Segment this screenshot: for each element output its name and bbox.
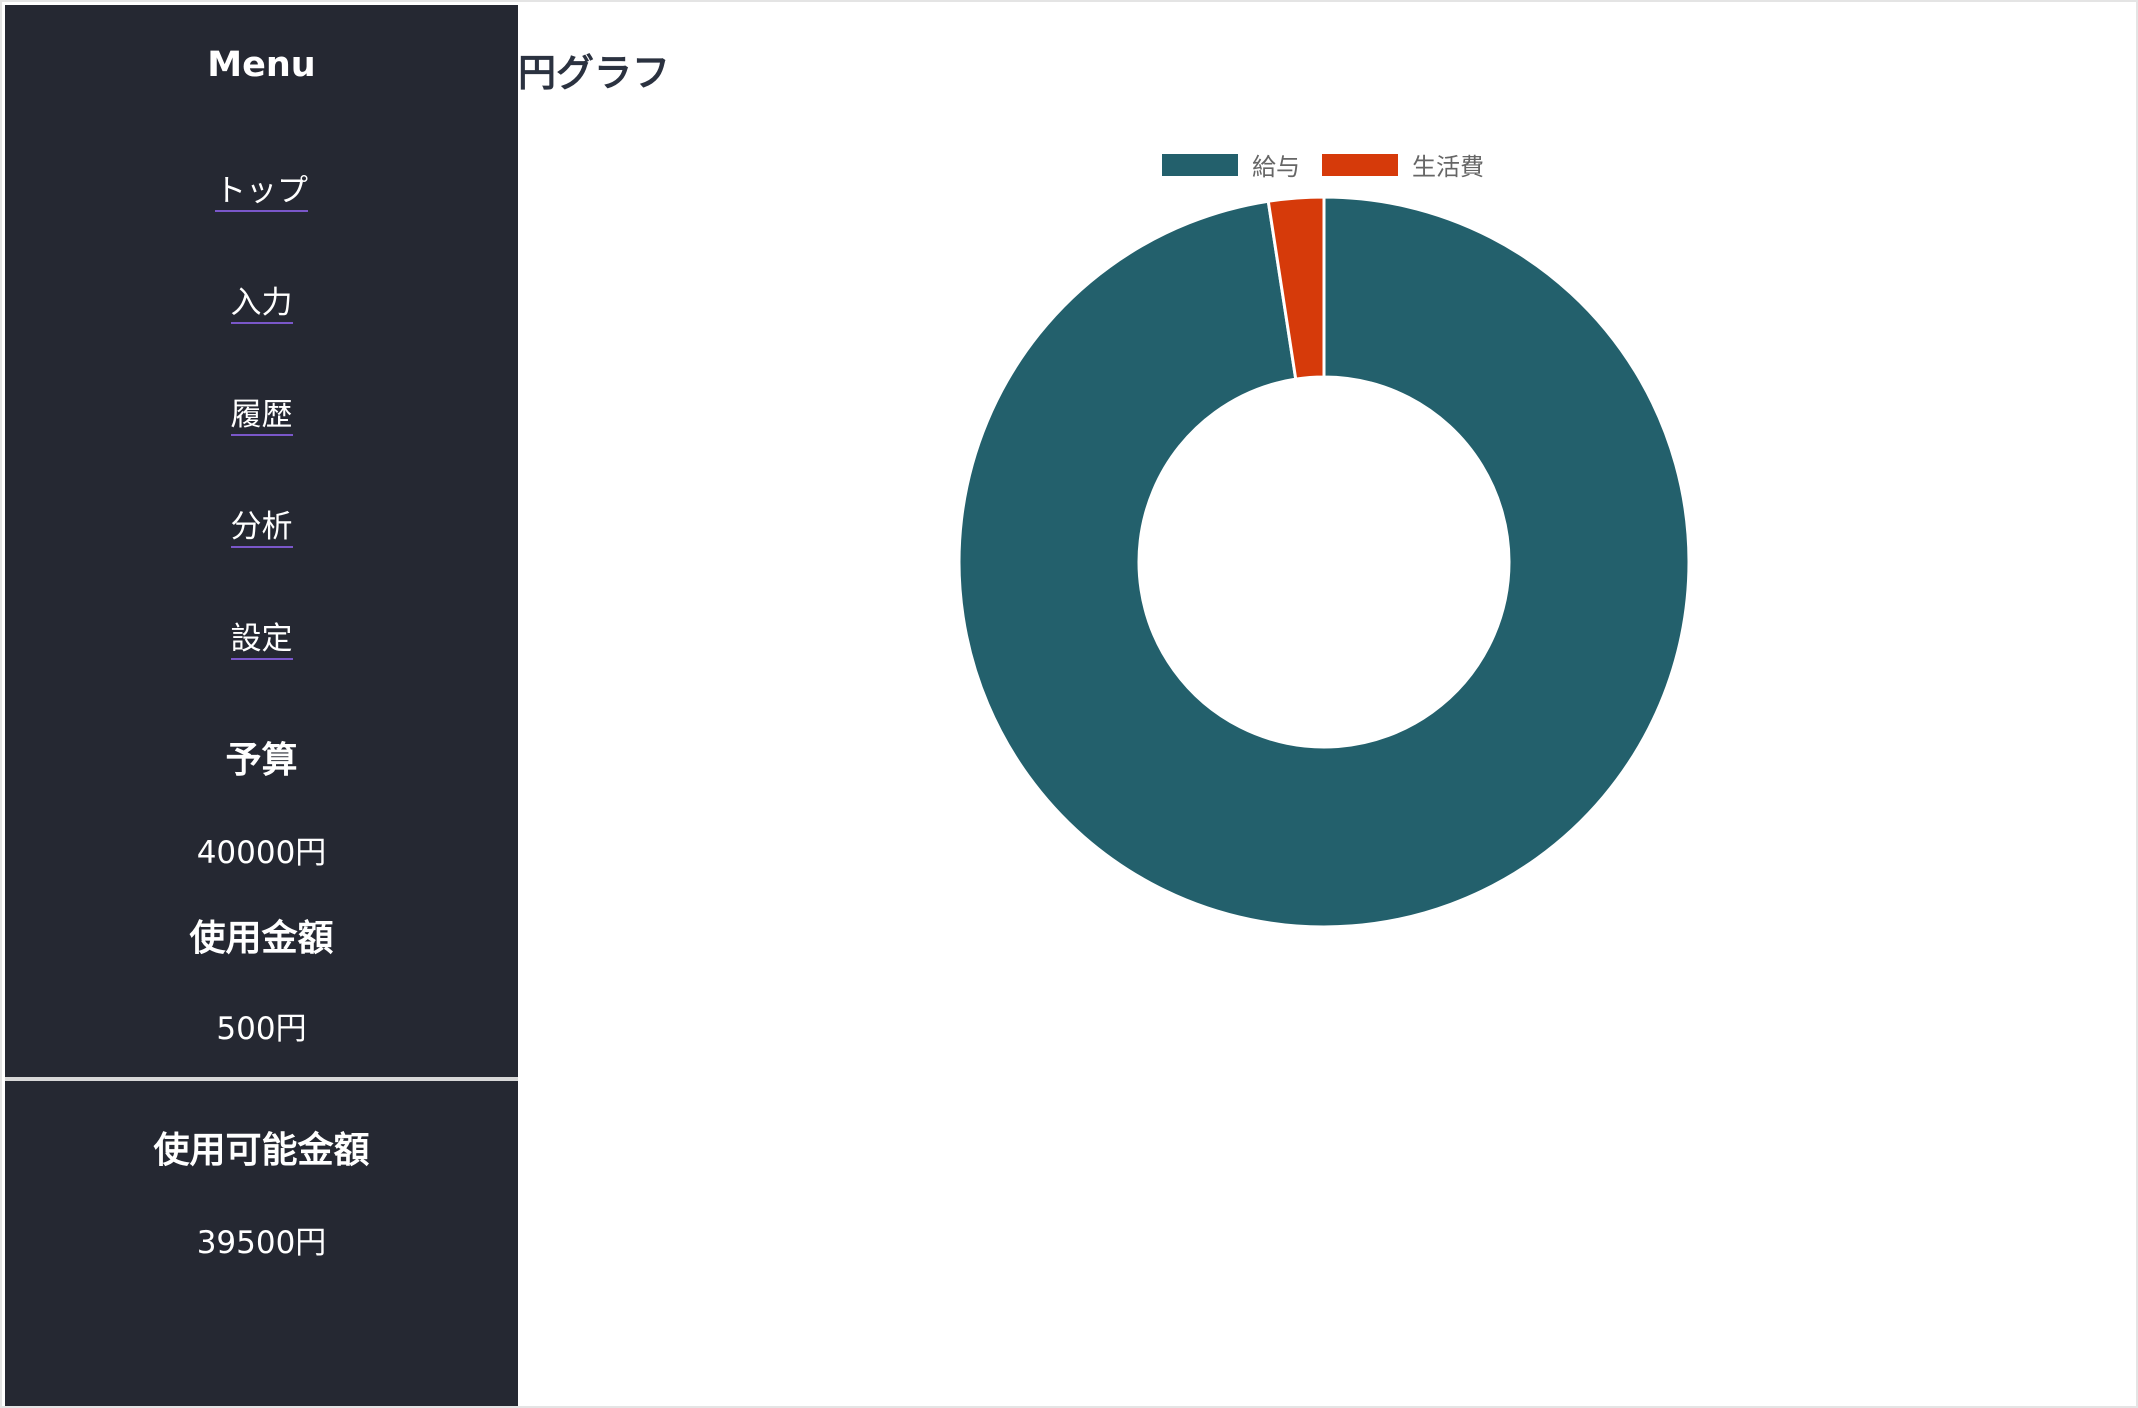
available-amount-heading: 使用可能金額: [153, 1130, 370, 1171]
nav-link-settings[interactable]: 設定: [5, 613, 518, 660]
nav-link-analysis[interactable]: 分析: [5, 501, 518, 548]
sidebar: Menu トップ 入力 履歴 分析 設定 予算 40000円 使用金額 500円…: [5, 5, 518, 1406]
nav-link-label: 設定: [230, 621, 293, 660]
nav-link-label: トップ: [215, 173, 308, 212]
menu-title: Menu: [207, 45, 316, 85]
sidebar-divider: [5, 1077, 518, 1081]
available-amount-value: 39500円: [196, 1225, 327, 1261]
used-amount-value: 500円: [216, 1011, 307, 1047]
nav-link-label: 入力: [230, 285, 293, 324]
budget-heading: 予算: [225, 740, 298, 781]
nav-link-input[interactable]: 入力: [5, 277, 518, 324]
slice-salary[interactable]: [957, 195, 1691, 929]
chart-legend: 給与 生活費: [1162, 147, 1506, 182]
slice-living-cost[interactable]: [1266, 195, 1326, 381]
donut-chart: [957, 195, 1691, 929]
legend-label: 生活費: [1412, 153, 1484, 181]
legend-item-living-cost[interactable]: 生活費: [1322, 147, 1484, 182]
nav-link-label: 履歴: [230, 397, 293, 436]
used-amount-heading: 使用金額: [189, 918, 334, 959]
nav-link-history[interactable]: 履歴: [5, 389, 518, 436]
legend-item-salary[interactable]: 給与: [1162, 147, 1300, 182]
page-title: 円グラフ: [518, 51, 671, 95]
legend-label: 給与: [1252, 153, 1300, 181]
legend-swatch: [1162, 153, 1238, 176]
nav-link-label: 分析: [230, 509, 293, 548]
nav-link-top[interactable]: トップ: [5, 165, 518, 212]
budget-value: 40000円: [196, 835, 327, 871]
legend-swatch: [1322, 153, 1398, 176]
